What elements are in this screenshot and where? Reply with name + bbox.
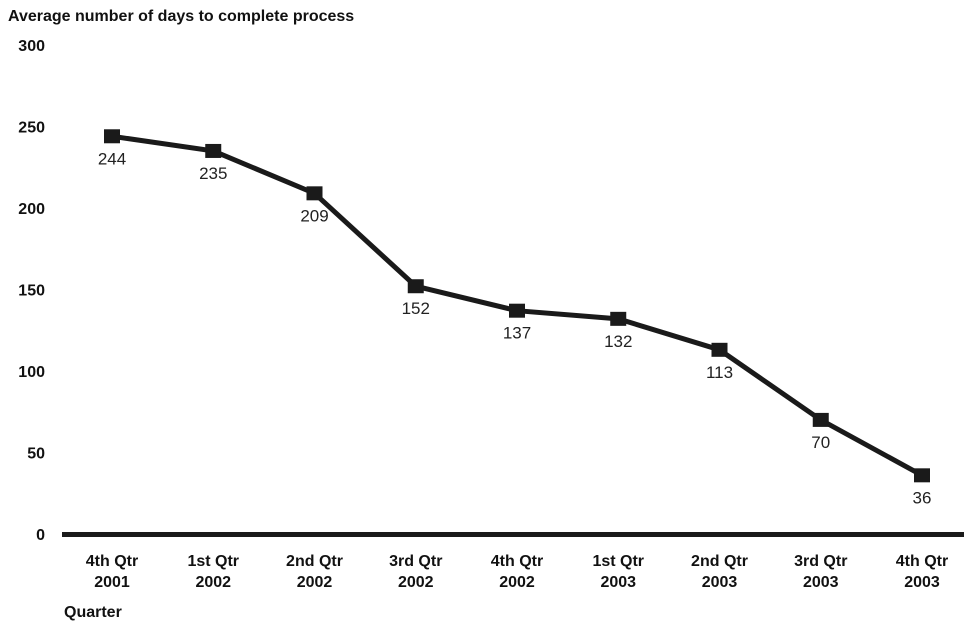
x-axis-title: Quarter: [64, 604, 122, 621]
x-tick-label-line: 1st Qtr: [592, 553, 644, 570]
x-tick-label: 3rd Qtr 2002: [389, 553, 442, 591]
x-tick-label-line: 2003: [600, 574, 636, 591]
y-tick-label: 50: [27, 446, 45, 463]
data-label: 132: [604, 332, 632, 351]
data-label: 152: [402, 299, 430, 318]
x-tick-label-line: 2003: [904, 574, 940, 591]
y-axis-title: Average number of days to complete proce…: [8, 8, 354, 25]
x-tick-label-line: 3rd Qtr: [389, 553, 442, 570]
x-tick-label: 4th Qtr 2001: [86, 553, 138, 591]
data-point-marker: [407, 279, 424, 294]
x-tick-label: 4th Qtr 2003: [896, 553, 948, 591]
data-point-marker: [509, 303, 525, 318]
x-tick-label: 2nd Qtr 2003: [691, 553, 748, 591]
y-axis-ticks: 0 50 100 150 200 250 300: [18, 38, 45, 544]
x-tick-label-line: 2003: [702, 574, 738, 591]
data-point-marker: [205, 143, 222, 158]
data-label: 235: [199, 164, 227, 183]
data-markers: [104, 129, 930, 483]
y-tick-label: 300: [18, 38, 45, 55]
x-tick-label-line: 2001: [94, 574, 130, 591]
data-label: 137: [503, 324, 531, 343]
x-tick-label-line: 2nd Qtr: [286, 553, 343, 570]
y-tick-label: 0: [36, 527, 45, 544]
data-point-marker: [711, 342, 728, 357]
x-tick-label: 3rd Qtr 2003: [794, 553, 847, 591]
x-tick-label-line: 2002: [195, 574, 231, 591]
y-tick-label: 100: [18, 364, 45, 381]
data-point-marker: [306, 186, 323, 201]
x-tick-label: 2nd Qtr 2002: [286, 553, 343, 591]
data-labels: 244 235 209 152 137 132 113 70 36: [98, 149, 932, 507]
x-tick-label-line: 1st Qtr: [187, 553, 239, 570]
x-tick-label: 1st Qtr 2003: [592, 553, 644, 591]
data-point-marker: [104, 129, 120, 144]
data-label: 244: [98, 149, 126, 168]
x-tick-label: 1st Qtr 2002: [187, 553, 239, 591]
data-label: 209: [300, 206, 328, 225]
x-tick-label-line: 2002: [499, 574, 535, 591]
data-point-marker: [914, 468, 930, 483]
x-tick-label-line: 2002: [297, 574, 333, 591]
x-tick-label-line: 3rd Qtr: [794, 553, 847, 570]
x-tick-label-line: 4th Qtr: [896, 553, 948, 570]
data-point-marker: [812, 412, 829, 427]
y-tick-label: 150: [18, 283, 45, 300]
x-tick-label: 4th Qtr 2002: [491, 553, 543, 591]
x-tick-label-line: 4th Qtr: [491, 553, 543, 570]
x-tick-label-line: 2nd Qtr: [691, 553, 748, 570]
data-point-marker: [610, 311, 627, 326]
x-tick-label-line: 2002: [398, 574, 434, 591]
x-tick-label-line: 2003: [803, 574, 839, 591]
data-label: 36: [913, 488, 932, 507]
y-tick-label: 200: [18, 201, 45, 218]
data-label: 113: [706, 363, 733, 382]
y-tick-label: 250: [18, 120, 45, 137]
data-label: 70: [811, 433, 830, 452]
x-tick-label-line: 4th Qtr: [86, 553, 138, 570]
